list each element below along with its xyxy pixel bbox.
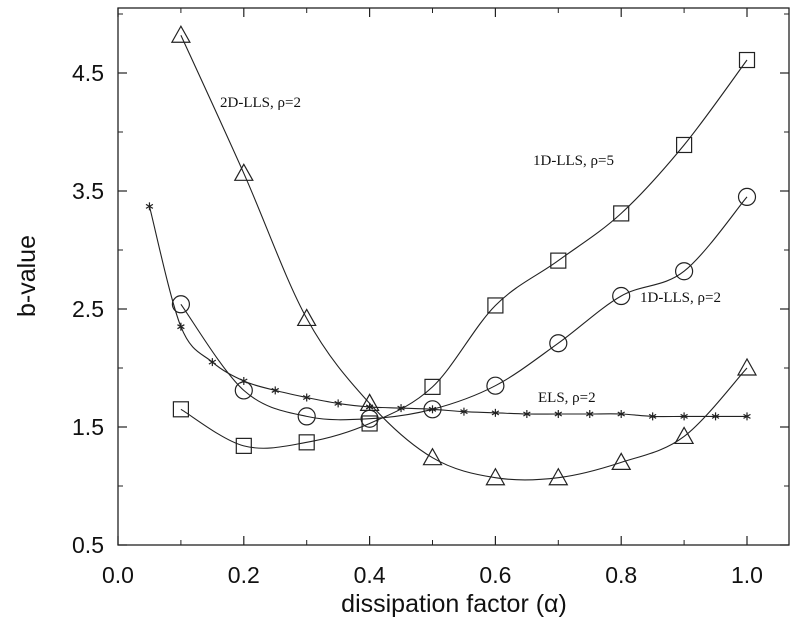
x-tick-label: 0.6 bbox=[479, 562, 511, 588]
x-tick-label: 0.0 bbox=[102, 562, 134, 588]
x-tick-label: 0.4 bbox=[354, 562, 386, 588]
data-point-triangle bbox=[612, 453, 630, 469]
y-tick-label: 3.5 bbox=[72, 178, 104, 204]
series-label-1d-lls-rho2: 1D-LLS, ρ=2 bbox=[640, 290, 721, 306]
data-point-asterisk bbox=[272, 386, 279, 394]
data-point-asterisk bbox=[209, 358, 216, 366]
x-tick-label: 0.2 bbox=[228, 562, 260, 588]
x-axis-title: dissipation factor (α) bbox=[341, 590, 567, 618]
data-point-triangle bbox=[172, 26, 190, 42]
series-label-els: ELS, ρ=2 bbox=[538, 390, 596, 406]
y-tick-label: 4.5 bbox=[72, 60, 104, 86]
data-point-asterisk bbox=[146, 202, 153, 210]
series-line-circle bbox=[181, 197, 747, 420]
series-label-1d-lls-rho5: 1D-LLS, ρ=5 bbox=[533, 153, 614, 169]
data-point-triangle bbox=[424, 449, 442, 465]
data-point-triangle bbox=[738, 359, 756, 375]
y-tick-label: 2.5 bbox=[72, 296, 104, 322]
y-tick-label: 1.5 bbox=[72, 414, 104, 440]
series-line-square bbox=[181, 60, 747, 448]
data-point-asterisk bbox=[240, 377, 247, 385]
x-tick-label: 1.0 bbox=[731, 562, 763, 588]
plot-frame bbox=[118, 8, 789, 545]
x-tick-label: 0.8 bbox=[605, 562, 637, 588]
y-axis-title: b-value bbox=[13, 235, 41, 317]
labels-layer: 2D-LLS, ρ=2 1D-LLS, ρ=5 1D-LLS, ρ=2 ELS,… bbox=[220, 95, 721, 406]
y-tick-label: 0.5 bbox=[72, 532, 104, 558]
data-point-asterisk bbox=[177, 323, 184, 331]
data-point-circle bbox=[739, 188, 756, 205]
series-label-2d-lls: 2D-LLS, ρ=2 bbox=[220, 95, 301, 111]
